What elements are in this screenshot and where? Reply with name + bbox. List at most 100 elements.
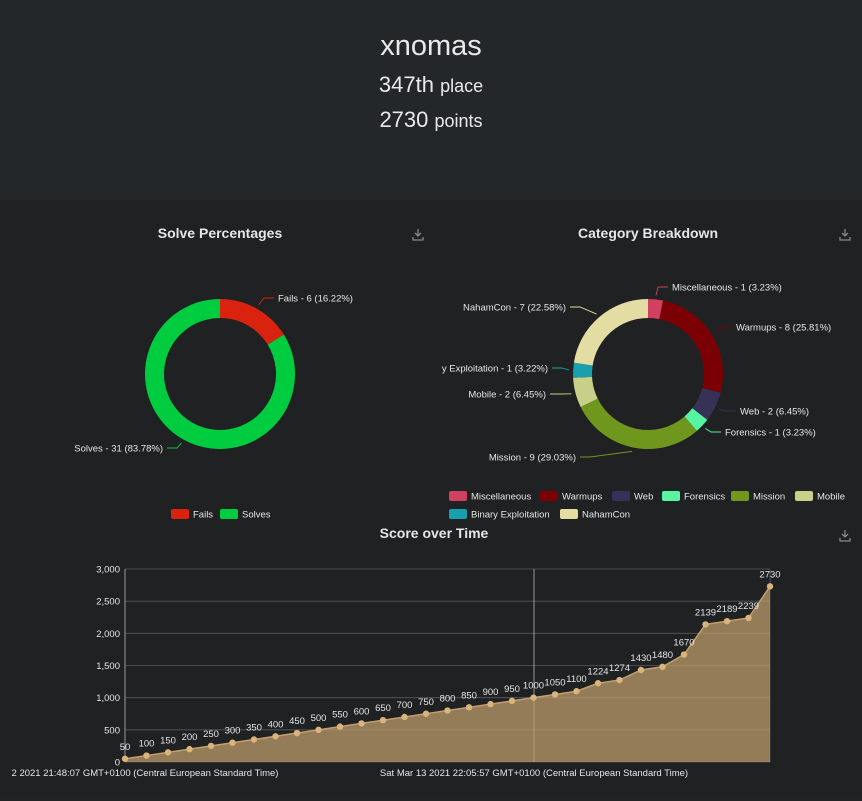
score-point[interactable] xyxy=(681,651,687,657)
y-tick-label: 0 xyxy=(115,758,120,769)
leader-miscellaneous xyxy=(656,287,668,295)
score-value-label: 550 xyxy=(332,710,348,721)
score-point[interactable] xyxy=(251,736,257,742)
solve-download-icon[interactable] xyxy=(413,229,423,240)
score-point[interactable] xyxy=(487,701,493,707)
score-value-label: 1670 xyxy=(673,638,694,649)
score-point[interactable] xyxy=(724,618,730,624)
score-point[interactable] xyxy=(466,704,472,710)
score-value-label: 1480 xyxy=(652,650,673,661)
category-legend: Miscellaneous Warmups Web Forensics Mission M… xyxy=(449,491,845,521)
y-tick-label: 500 xyxy=(104,725,120,736)
score-point[interactable] xyxy=(337,723,343,729)
label-solves: Solves - 31 (83.78%) xyxy=(74,444,163,455)
y-tick-label: 1,000 xyxy=(96,693,120,704)
category-download-icon[interactable] xyxy=(840,229,850,240)
legend-swatch-solves xyxy=(220,509,238,519)
score-point[interactable] xyxy=(186,746,192,752)
label-mobile: Mobile - 2 (6.45%) xyxy=(468,390,546,401)
legend-item-fails[interactable]: Fails xyxy=(171,509,213,521)
leader-nahamcon xyxy=(570,307,597,314)
y-tick-label: 2,500 xyxy=(96,597,120,608)
charts-canvas: Solve Percentages Fails - 6 (16.22%)Solv… xyxy=(0,200,862,796)
score-point[interactable] xyxy=(745,615,751,621)
profile-header: xnomas 347th place 2730 points xyxy=(0,0,862,200)
score-value-label: 1430 xyxy=(630,653,651,664)
legend-item-warmups[interactable]: Warmups xyxy=(540,491,603,503)
score-point[interactable] xyxy=(530,694,536,700)
score-point[interactable] xyxy=(401,714,407,720)
team-points: 2730 points xyxy=(0,107,862,133)
solve-donut: Fails - 6 (16.22%) Solves - 31 (83.78%) xyxy=(74,294,353,455)
category-donut: Miscellaneous - 1 (3.23%)Warmups - 8 (25… xyxy=(442,283,831,464)
legend-swatch-fails xyxy=(171,509,189,519)
legend-swatch-mission xyxy=(731,491,749,501)
team-place: 347th place xyxy=(0,72,862,98)
charts-area: Solve Percentages Fails - 6 (16.22%)Solv… xyxy=(0,200,862,796)
score-point[interactable] xyxy=(509,698,515,704)
score-point[interactable] xyxy=(444,707,450,713)
place-label: place xyxy=(440,76,483,96)
slice-mission[interactable] xyxy=(581,399,697,449)
score-point[interactable] xyxy=(272,733,278,739)
score-point[interactable] xyxy=(143,752,149,758)
legend-item-mobile[interactable]: Mobile xyxy=(795,491,845,503)
score-value-label: 100 xyxy=(139,739,155,750)
score-point[interactable] xyxy=(702,621,708,627)
score-value-label: 200 xyxy=(182,732,198,743)
label-fails: Fails - 6 (16.22%) xyxy=(278,294,353,305)
score-point[interactable] xyxy=(208,743,214,749)
score-point[interactable] xyxy=(659,664,665,670)
legend-item-web[interactable]: Web xyxy=(612,491,653,503)
category-chart-title: Category Breakdown xyxy=(578,225,718,241)
score-point[interactable] xyxy=(767,583,773,589)
label-warmups: Warmups - 8 (25.81%) xyxy=(736,323,831,334)
solve-legend: Fails Solves xyxy=(171,509,271,521)
score-point[interactable] xyxy=(122,756,128,762)
score-point[interactable] xyxy=(315,727,321,733)
score-point[interactable] xyxy=(595,680,601,686)
legend-swatch-miscellaneous xyxy=(449,491,467,501)
legend-item-solves[interactable]: Solves xyxy=(220,509,271,521)
points-value: 2730 xyxy=(379,107,428,132)
legend-swatch-forensics xyxy=(662,491,680,501)
legend-item-nahamcon[interactable]: NahamCon xyxy=(560,509,630,521)
score-point[interactable] xyxy=(380,717,386,723)
score-area-fill xyxy=(125,586,770,762)
score-point[interactable] xyxy=(294,730,300,736)
slice-fails[interactable] xyxy=(220,299,284,345)
score-value-label: 1000 xyxy=(523,681,544,692)
score-point[interactable] xyxy=(638,667,644,673)
score-point[interactable] xyxy=(165,749,171,755)
score-point[interactable] xyxy=(358,720,364,726)
score-value-label: 650 xyxy=(375,703,391,714)
score-download-icon[interactable] xyxy=(840,530,850,541)
legend-label-miscellaneous: Miscellaneous xyxy=(471,492,531,503)
legend-item-miscellaneous[interactable]: Miscellaneous xyxy=(449,491,531,503)
place-value: 347th xyxy=(379,72,434,97)
team-name: xnomas xyxy=(0,30,862,63)
legend-label-forensics: Forensics xyxy=(684,492,725,503)
legend-item-binary-exploitation[interactable]: Binary Exploitation xyxy=(449,509,550,521)
legend-item-mission[interactable]: Mission xyxy=(731,491,785,503)
score-point[interactable] xyxy=(616,677,622,683)
score-value-label: 2189 xyxy=(716,604,737,615)
score-point[interactable] xyxy=(229,740,235,746)
legend-item-forensics[interactable]: Forensics xyxy=(662,491,725,503)
legend-label-fails: Fails xyxy=(193,510,213,521)
slice-warmups[interactable] xyxy=(659,301,723,393)
legend-swatch-nahamcon xyxy=(560,509,578,519)
score-point[interactable] xyxy=(573,688,579,694)
score-point[interactable] xyxy=(552,691,558,697)
y-tick-label: 3,000 xyxy=(96,565,120,576)
score-value-label: 2139 xyxy=(695,607,716,618)
label-mission: Mission - 9 (29.03%) xyxy=(489,453,576,464)
leader-solves xyxy=(167,443,181,448)
score-value-label: 400 xyxy=(268,719,284,730)
score-point[interactable] xyxy=(423,711,429,717)
score-value-label: 450 xyxy=(289,716,305,727)
score-value-label: 600 xyxy=(354,706,370,717)
legend-swatch-web xyxy=(612,491,630,501)
label-nahamcon: NahamCon - 7 (22.58%) xyxy=(463,303,566,314)
